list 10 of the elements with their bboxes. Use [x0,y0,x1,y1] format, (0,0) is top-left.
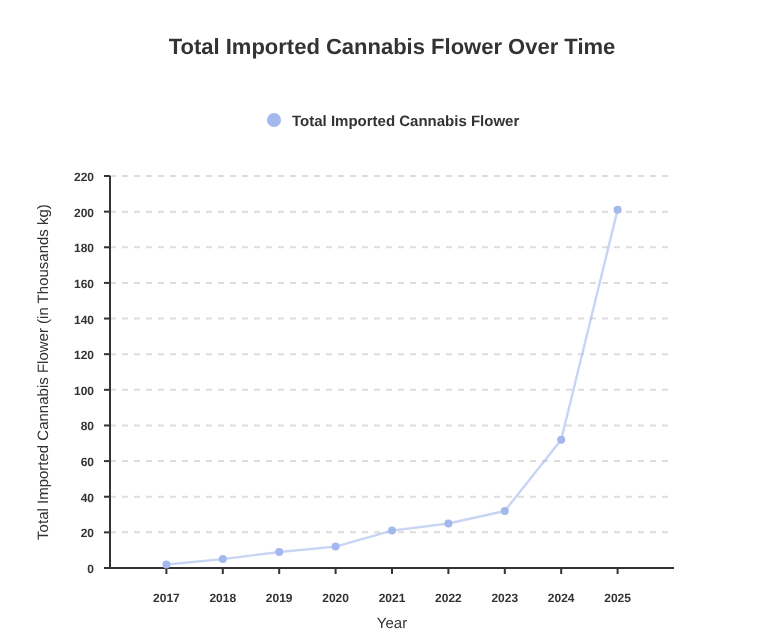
point [444,519,453,528]
point [557,435,566,444]
point [331,542,340,551]
point [388,526,396,535]
point [275,547,284,556]
point [218,555,227,564]
chart-title: Total Imported Cannabis Flower Over Time [168,36,616,60]
point [500,506,509,515]
point [162,560,171,569]
point [613,205,622,214]
